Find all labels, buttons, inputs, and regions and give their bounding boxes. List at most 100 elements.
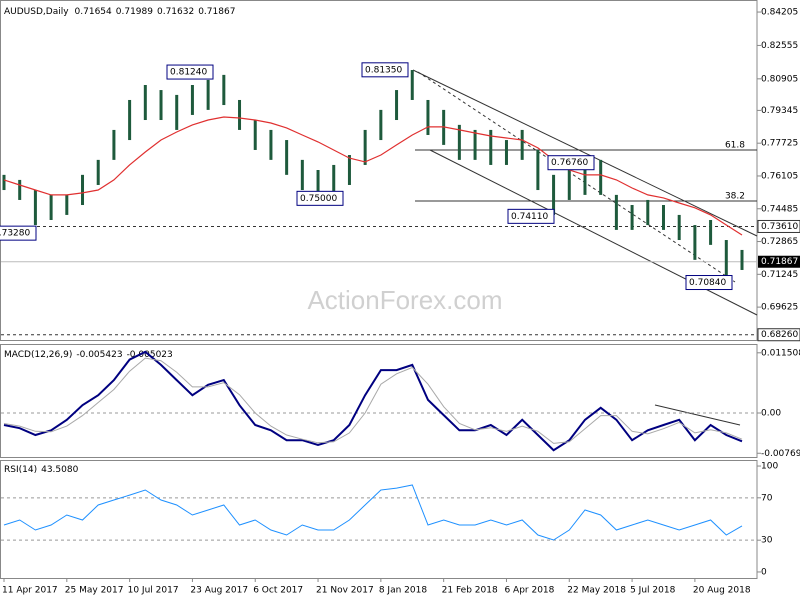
macd-value: -0.005423 [76, 350, 122, 360]
indicator-line [3, 357, 743, 444]
level-label: 0.68260 [761, 330, 798, 340]
price-annotation: 0.76760 [551, 158, 588, 168]
price-annotation: 0.81350 [365, 65, 402, 75]
price-bar [316, 170, 320, 195]
price-bar [33, 190, 37, 226]
price-bar [536, 149, 540, 191]
price-bar [379, 109, 383, 141]
level-label: 0.73610 [761, 222, 798, 232]
price-bar [661, 205, 665, 230]
close: 0.71867 [198, 7, 235, 17]
low: 0.71632 [157, 7, 194, 17]
price-bar [143, 85, 147, 121]
y-tick-label: 0.82555 [761, 41, 798, 51]
price-annotation: 0.70840 [689, 278, 726, 288]
price-bar [206, 79, 210, 110]
x-tick-label: 11 Apr 2017 [2, 586, 58, 596]
price-bar [238, 99, 242, 130]
price-annotation-box [507, 208, 555, 224]
price-annotation: 0.73280 [0, 229, 30, 239]
price-bar [18, 179, 22, 200]
price-bar [567, 170, 571, 200]
price-bar [709, 219, 713, 245]
price-bar [677, 214, 681, 241]
rsi-value: 43.5080 [41, 465, 78, 475]
x-tick-label: 25 May 2017 [65, 586, 124, 596]
y-tick-label: 100 [761, 462, 778, 472]
price-panel [0, 0, 758, 341]
symbol: AUDUSD,Daily [4, 7, 69, 17]
price-bar [583, 164, 587, 195]
price-bar [395, 90, 399, 121]
macd-trendline [654, 404, 741, 426]
price-bar [49, 194, 53, 220]
price-bar [614, 194, 618, 230]
fib-label: 61.8 [725, 141, 745, 151]
x-tick-label: 6 Apr 2018 [504, 586, 554, 596]
y-tick-label: 0.74485 [761, 204, 798, 214]
price-bar [646, 199, 650, 226]
price-annotation-box [361, 62, 409, 78]
macd-panel [0, 344, 758, 458]
rsi-header: RSI(14) 43.5080 [4, 465, 79, 475]
level-box [757, 328, 800, 342]
price-bar [253, 120, 257, 150]
fib-label: 38.2 [725, 192, 745, 202]
y-tick-label: 0.71245 [761, 270, 798, 280]
price-bar [740, 249, 744, 270]
price-bar [552, 174, 556, 215]
price-bar [347, 155, 351, 185]
price-bar [159, 90, 163, 121]
level-box [757, 219, 800, 233]
y-tick-label: 0.79345 [761, 106, 798, 116]
y-tick-label: 0.77725 [761, 139, 798, 149]
indicator-line [3, 350, 743, 452]
price-bar [300, 159, 304, 191]
y-tick-label: 70 [761, 493, 773, 503]
y-tick-label: 0.011508 [761, 348, 800, 358]
price-annotation: 0.81240 [170, 68, 207, 78]
price-bar [112, 129, 116, 160]
price-annotation-box [296, 190, 344, 206]
price-bar [65, 194, 69, 215]
current-price-label: 0.71867 [761, 257, 798, 267]
price-annotation: 0.75000 [300, 194, 337, 204]
price-bar [489, 129, 493, 165]
price-bar [363, 129, 367, 165]
y-tick-label: -0.007694 [761, 449, 800, 459]
price-bar [693, 225, 697, 260]
y-tick-label: 0.00 [761, 409, 781, 419]
price-bar [222, 74, 226, 106]
y-tick-label: 0.84205 [761, 8, 798, 18]
x-tick-label: 10 Jul 2017 [128, 586, 179, 596]
x-tick-label: 5 Jul 2018 [630, 586, 675, 596]
price-bar [457, 124, 461, 160]
price-bar [269, 129, 273, 160]
x-tick-label: 21 Nov 2017 [316, 586, 374, 596]
price-bar [473, 129, 477, 160]
price-bar [630, 205, 634, 230]
price-bar [504, 140, 508, 165]
price-bar [175, 94, 179, 130]
x-tick-label: 21 Feb 2018 [442, 586, 498, 596]
price-bar [520, 129, 524, 160]
watermark: ActionForex.com [307, 285, 502, 315]
x-tick-label: 8 Jan 2018 [379, 586, 427, 596]
channel-upper [412, 69, 758, 237]
y-tick-label: 0.76105 [761, 171, 798, 181]
price-bar [426, 99, 430, 135]
price-bar [2, 174, 6, 191]
price-annotation-box [166, 64, 214, 80]
price-bar [128, 99, 132, 141]
x-tick-label: 23 Aug 2017 [190, 586, 248, 596]
price-annotation-box [685, 275, 733, 291]
high: 0.71989 [116, 7, 153, 17]
y-tick-label: 0 [761, 567, 767, 577]
y-tick-label: 0.80905 [761, 74, 798, 84]
price-annotation-box [547, 155, 595, 171]
price-header: AUDUSD,Daily 0.71654 0.71989 0.71632 0.71867 [4, 7, 235, 17]
price-bar [96, 159, 100, 185]
indicator-name: MACD(12,26,9) [4, 350, 72, 360]
